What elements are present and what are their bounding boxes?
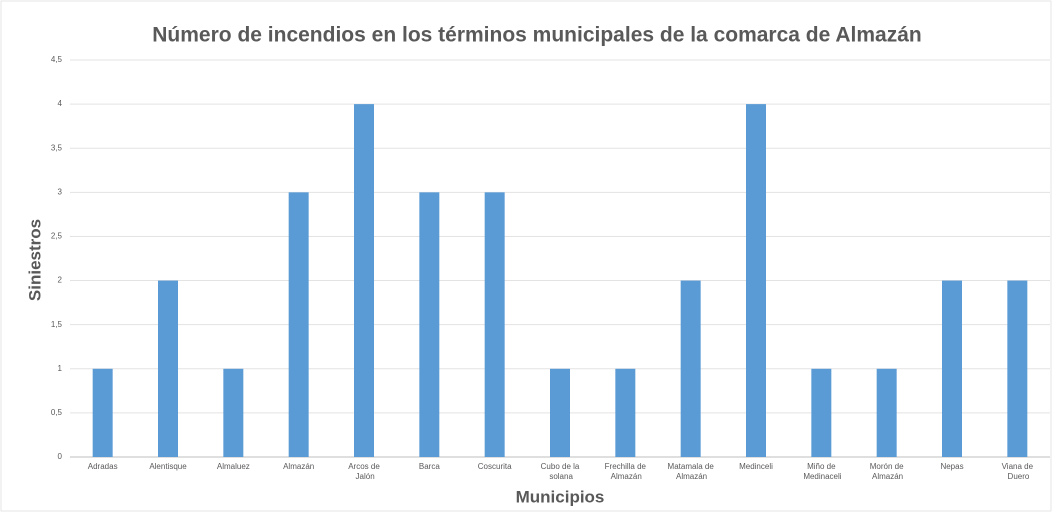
x-tick-label: Viana de Duero: [1002, 462, 1034, 481]
y-tick-label: 3,5: [51, 143, 63, 152]
x-tick-label: Almaluez: [217, 462, 250, 471]
y-tick-label: 3: [58, 187, 63, 196]
bar: [354, 104, 374, 457]
x-tick-label: Arcos de Jalón: [348, 462, 380, 481]
bar: [288, 192, 309, 458]
x-tick-label: Barca: [419, 462, 440, 471]
bar: [1007, 280, 1028, 457]
x-tick-label: Adradas: [88, 462, 118, 471]
y-tick-label: 0,5: [51, 408, 63, 417]
y-tick-label: 4,5: [51, 55, 63, 64]
y-tick-label: 0: [58, 452, 63, 461]
bar: [158, 280, 178, 457]
x-tick-label: Matamala de Almazán: [668, 462, 715, 481]
x-tick-label: Alentisque: [149, 462, 187, 471]
x-tick-label: Cubo de la solana: [541, 462, 580, 481]
bar: [484, 192, 505, 458]
bar: [419, 192, 440, 458]
y-tick-label: 1,5: [51, 320, 63, 329]
x-tick-label: Coscurita: [478, 462, 512, 471]
y-tick-label: 1: [58, 364, 63, 373]
bar: [746, 104, 766, 457]
bar: [550, 368, 570, 457]
y-tick-label: 2,5: [51, 232, 63, 241]
x-axis-label: Municipios: [516, 487, 605, 506]
bar: [876, 368, 897, 457]
y-axis-label: Siniestros: [25, 219, 44, 301]
bar: [615, 368, 636, 457]
x-tick-label: Nepas: [940, 462, 963, 471]
y-tick-label: 2: [58, 276, 63, 285]
bar: [942, 280, 962, 457]
y-tick-label: 4: [58, 99, 63, 108]
x-tick-label: Almazán: [283, 462, 314, 471]
x-tick-label: Morón de Almazán: [870, 462, 904, 481]
bar: [92, 368, 113, 457]
bar: [811, 368, 832, 457]
x-tick-label: Medinceli: [739, 462, 773, 471]
bar: [223, 368, 244, 457]
x-tick-label: Miño de Medinaceli: [801, 462, 842, 481]
chart-title: Número de incendios en los términos muni…: [152, 24, 921, 47]
x-tick-label: Frechilla de Almazán: [605, 462, 647, 481]
bar: [680, 280, 701, 457]
